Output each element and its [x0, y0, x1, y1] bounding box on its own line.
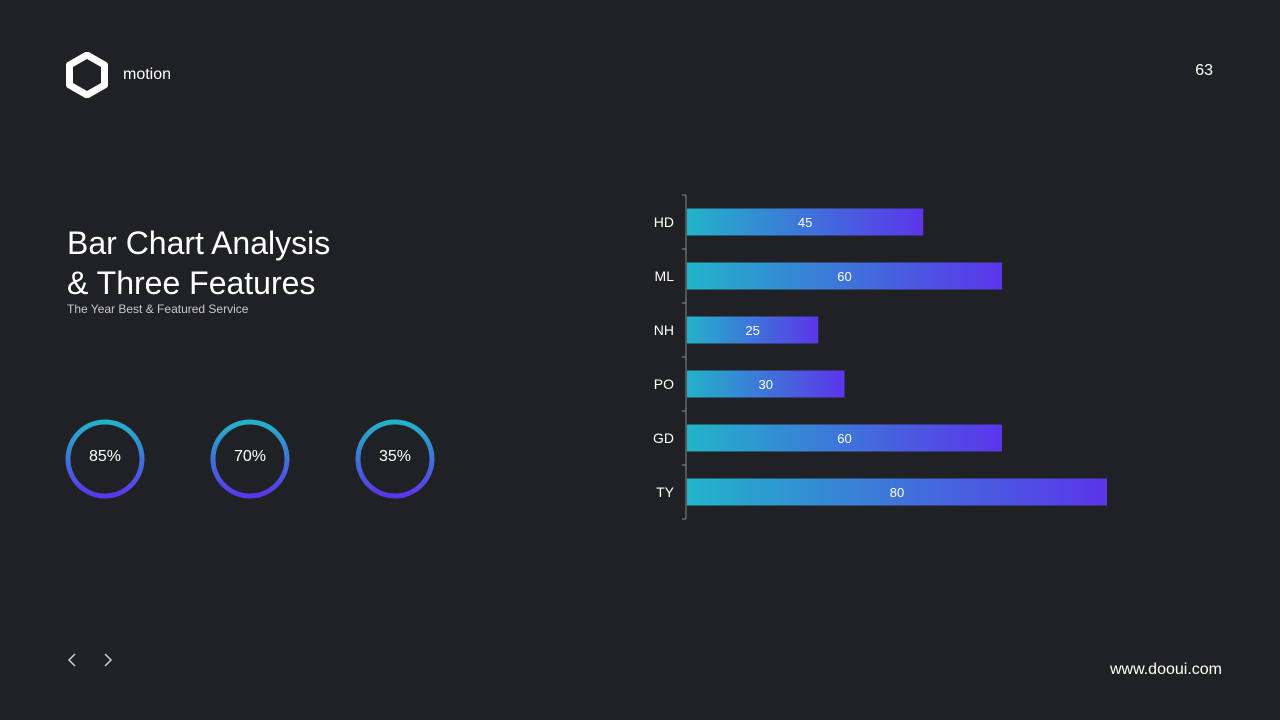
data-label-nh: 25: [745, 323, 759, 338]
previous-button[interactable]: [62, 650, 82, 670]
bar-chart: HD ML NH PO GD TY 45 60 25 30 60 80: [653, 194, 1107, 520]
bar-hd: [687, 208, 924, 236]
category-label-gd: GD: [653, 430, 674, 446]
progress-ring-1: 85%: [63, 417, 147, 501]
progress-ring-1-label: 85%: [88, 448, 122, 465]
title-line-1: Bar Chart Analysis: [67, 225, 331, 261]
bar-nh: [687, 316, 819, 344]
data-label-po: 30: [759, 377, 773, 392]
category-label-po: PO: [654, 376, 674, 392]
progress-rings: 85% 70%: [63, 417, 498, 501]
data-label-gd: 60: [837, 431, 851, 446]
page-title: Bar Chart Analysis & Three Features: [67, 223, 330, 303]
data-label-ty: 80: [890, 485, 904, 500]
progress-ring-2-label: 70%: [233, 448, 267, 465]
page-number: 63: [1195, 62, 1213, 79]
bar-gd: [687, 424, 1002, 452]
brand: motion: [66, 52, 171, 98]
data-label-ml: 60: [837, 269, 851, 284]
bar-ty: [687, 478, 1107, 506]
next-button[interactable]: [98, 650, 118, 670]
brand-name: motion: [123, 66, 172, 83]
progress-ring-3-label: 35%: [378, 448, 412, 465]
bar-po: [687, 370, 845, 398]
hexagon-icon: [66, 52, 108, 98]
slide-navigation: [62, 650, 134, 670]
progress-ring-2: 70%: [208, 417, 292, 501]
subtitle: The Year Best & Featured Service: [67, 302, 249, 316]
website-link[interactable]: www.dooui.com: [1109, 661, 1222, 678]
category-label-hd: HD: [654, 214, 674, 230]
title-line-2: & Three Features: [67, 265, 316, 301]
chevron-left-icon: [67, 653, 76, 667]
category-label-ml: ML: [655, 268, 675, 284]
category-label-nh: NH: [654, 322, 674, 338]
category-label-ty: TY: [656, 484, 675, 500]
chart-bars: 45 60 25 30 60 80: [687, 208, 1107, 506]
bar-ml: [687, 262, 1002, 290]
chart-axis: HD ML NH PO GD TY: [653, 194, 687, 520]
data-label-hd: 45: [798, 215, 812, 230]
progress-ring-3: 35%: [353, 417, 437, 501]
chevron-right-icon: [104, 653, 113, 667]
